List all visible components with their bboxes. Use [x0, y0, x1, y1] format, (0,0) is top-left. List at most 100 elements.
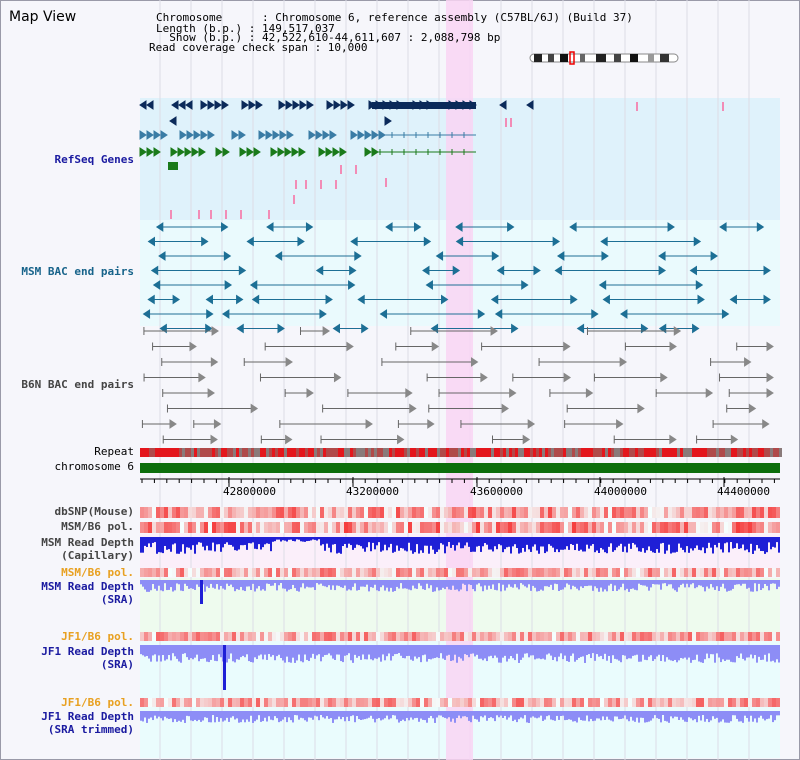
depth-bar [470, 580, 472, 586]
pol-heat-cell [192, 522, 196, 533]
repeat-segment [644, 448, 647, 457]
gene-exon-arrow [299, 100, 307, 110]
depth-bar [760, 537, 762, 551]
pol-heat-cell [324, 507, 328, 518]
pol-heat-cell [236, 698, 240, 707]
depth-bar [442, 580, 444, 588]
pol-heat-cell [344, 568, 348, 577]
repeat-segment [260, 448, 263, 457]
repeat-segment [221, 448, 224, 457]
depth-bar [236, 645, 238, 660]
bac-end-arrow [211, 326, 219, 336]
pol-heat-cell [180, 632, 184, 641]
depth-bar [268, 645, 270, 655]
track-label-jf1-depth-sra[interactable]: JF1 Read Depth [41, 645, 134, 658]
depth-bar [610, 711, 612, 721]
depth-bar [228, 645, 230, 659]
track-label-msm-depth-sra[interactable]: MSM Read Depth [41, 580, 134, 593]
depth-bar [266, 645, 268, 660]
depth-bar [412, 537, 414, 554]
pol-heat-cell [628, 568, 632, 577]
pol-heat-cell [640, 568, 644, 577]
bac-end-arrow [285, 434, 293, 445]
pol-heat-cell [620, 522, 624, 533]
depth-bar [446, 580, 448, 587]
pol-heat-cell [316, 698, 320, 707]
pol-heat-cell [668, 632, 672, 641]
depth-bar [446, 711, 448, 719]
repeat-segment [668, 448, 671, 457]
pol-heat-cell [688, 507, 692, 518]
pol-heat-cell [472, 568, 476, 577]
pol-heat-cell [568, 522, 572, 533]
repeat-segment [347, 448, 350, 457]
depth-bar [666, 711, 668, 722]
depth-bar [732, 711, 734, 716]
track-label-msm-bac[interactable]: MSM BAC end pairs [21, 265, 134, 278]
depth-bar [366, 580, 368, 585]
depth-bar [476, 580, 478, 585]
depth-bar [524, 537, 526, 552]
depth-bar [150, 537, 152, 548]
bac-end-arrow [297, 236, 305, 247]
depth-bar [178, 537, 180, 554]
depth-bar [568, 580, 570, 585]
track-label-jf1-pol-2[interactable]: JF1/B6 pol. [61, 696, 134, 709]
depth-bar [230, 580, 232, 585]
depth-bar [510, 711, 512, 716]
depth-bar [668, 580, 670, 585]
pol-heat-cell [556, 632, 560, 641]
repeat-segment [374, 448, 377, 457]
pol-heat-cell [296, 632, 300, 641]
pol-heat-cell [208, 568, 212, 577]
depth-bar [506, 580, 508, 588]
depth-bar [650, 711, 652, 721]
bac-end-arrow [397, 434, 405, 445]
depth-bar [616, 711, 618, 717]
pol-heat-cell [268, 698, 272, 707]
depth-bar [312, 711, 314, 720]
depth-bar [626, 711, 628, 720]
depth-bar [710, 537, 712, 548]
pol-heat-cell [756, 522, 760, 533]
pol-heat-cell [560, 507, 564, 518]
pol-heat-cell [196, 522, 200, 533]
depth-bar [608, 711, 610, 720]
snp-mark [505, 118, 507, 127]
ideogram-band [614, 54, 621, 62]
depth-bar [218, 537, 220, 545]
track-label-b6n-bac[interactable]: B6N BAC end pairs [21, 378, 134, 391]
depth-bar [748, 711, 750, 722]
repeat-segment [626, 448, 629, 457]
pol-heat-cell [256, 698, 260, 707]
repeat-segment [437, 448, 440, 457]
repeat-segment [554, 448, 557, 457]
pol-heat-cell [192, 698, 196, 707]
track-label-jf1-pol[interactable]: JF1/B6 pol. [61, 630, 134, 643]
pol-heat-cell [344, 698, 348, 707]
track-label-jf1-depth-trim[interactable]: JF1 Read Depth [41, 710, 134, 723]
track-label-refseq[interactable]: RefSeq Genes [54, 153, 134, 166]
depth-bar [238, 580, 240, 590]
depth-bar [374, 537, 376, 550]
depth-bar [470, 711, 472, 723]
pol-heat-cell [432, 507, 436, 518]
track-label-msm-pol-2[interactable]: MSM/B6 pol. [61, 566, 134, 579]
repeat-segment [638, 448, 641, 457]
pol-heat-cell [148, 507, 152, 518]
pol-heat-cell [604, 632, 608, 641]
pol-heat-cell [188, 568, 192, 577]
depth-bar [696, 537, 698, 546]
track-label-msm-depth-cap[interactable]: MSM Read Depth [41, 536, 134, 549]
gene-exon-arrow [231, 130, 239, 140]
pol-heat-cell [744, 632, 748, 641]
track-label-msm-pol[interactable]: MSM/B6 pol. [61, 520, 134, 533]
gene-exon-arrow [139, 130, 147, 140]
depth-bar [222, 537, 224, 548]
repeat-segment [464, 448, 467, 457]
track-label-dbsnp[interactable]: dbSNP(Mouse) [54, 505, 134, 518]
pol-heat-cell [720, 507, 724, 518]
depth-bar [454, 711, 456, 723]
depth-bar [412, 645, 414, 661]
